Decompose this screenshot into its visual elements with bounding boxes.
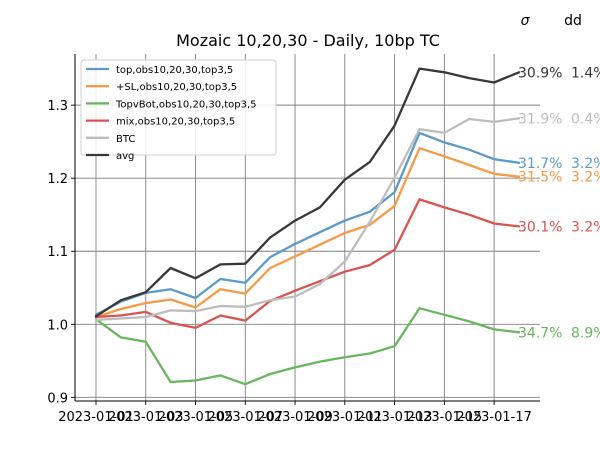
drawdown-header: dd: [564, 13, 582, 29]
x-tick-label: 2023-01-01: [58, 410, 134, 425]
gridlines: [75, 54, 540, 401]
axes: 2023-01-012023-01-032023-01-052023-01-07…: [47, 54, 540, 425]
series-line: [94, 307, 521, 386]
y-tick-label: 1.3: [47, 99, 68, 114]
series-line: [94, 67, 521, 318]
sigma-header: σ: [521, 13, 531, 29]
series-line: [94, 117, 521, 322]
drawdown-label: 1.4%: [571, 65, 600, 81]
sigma-label: 34.7%: [518, 325, 562, 341]
y-tick-label: 1.0: [47, 318, 68, 333]
sigma-label: 31.7%: [518, 156, 562, 172]
chart-title: Mozaic 10,20,30 - Daily, 10bp TC: [176, 31, 440, 50]
x-tick-label: 2023-01-11: [307, 410, 383, 425]
x-tick-label: 2023-01-17: [456, 410, 532, 425]
legend-entry: TopvBot,obs10,20,30,top3,5: [115, 99, 257, 110]
legend-entry: mix,obs10,20,30,top3,5: [116, 117, 235, 128]
drawdown-label: 3.2%: [571, 156, 600, 172]
sigma-label: 31.9%: [518, 111, 562, 127]
y-tick-label: 1.2: [47, 172, 68, 187]
sigma-label: 31.5%: [518, 170, 562, 186]
x-tick-label: 2023-01-03: [108, 410, 184, 425]
x-tick-label: 2023-01-07: [208, 410, 284, 425]
y-tick-label: 0.9: [47, 391, 68, 406]
legend-box: [80, 59, 277, 156]
sigma-label: 30.9%: [518, 65, 562, 81]
x-tick-label: 2023-01-15: [407, 410, 483, 425]
series-line: [94, 131, 521, 316]
drawdown-label: 0.4%: [571, 111, 600, 127]
x-tick-label: 2023-01-13: [357, 410, 433, 425]
legend-entry: avg: [116, 151, 134, 162]
y-tick-label: 1.1: [47, 245, 68, 260]
x-tick-label: 2023-01-09: [257, 410, 333, 425]
drawdown-label: 3.2%: [571, 170, 600, 186]
legend-entry: BTC: [116, 134, 135, 145]
series-line: [94, 198, 521, 330]
series-lines: [94, 67, 521, 386]
legend: top,obs10,20,30,top3,5 +SL,obs10,20,30,to…: [80, 59, 277, 162]
end-labels: 31.7% 3.2% 31.5% 3.2% 34.7% 8.9% 30.1% 3.2% 31.9…: [518, 65, 600, 341]
series-line: [94, 147, 521, 319]
drawdown-label: 8.9%: [571, 325, 600, 341]
sigma-label: 30.1%: [518, 219, 562, 235]
legend-entry: +SL,obs10,20,30,top3,5: [116, 82, 237, 93]
legend-entry: top,obs10,20,30,top3,5: [116, 65, 233, 76]
x-tick-label: 2023-01-05: [158, 410, 234, 425]
drawdown-label: 3.2%: [571, 219, 600, 235]
